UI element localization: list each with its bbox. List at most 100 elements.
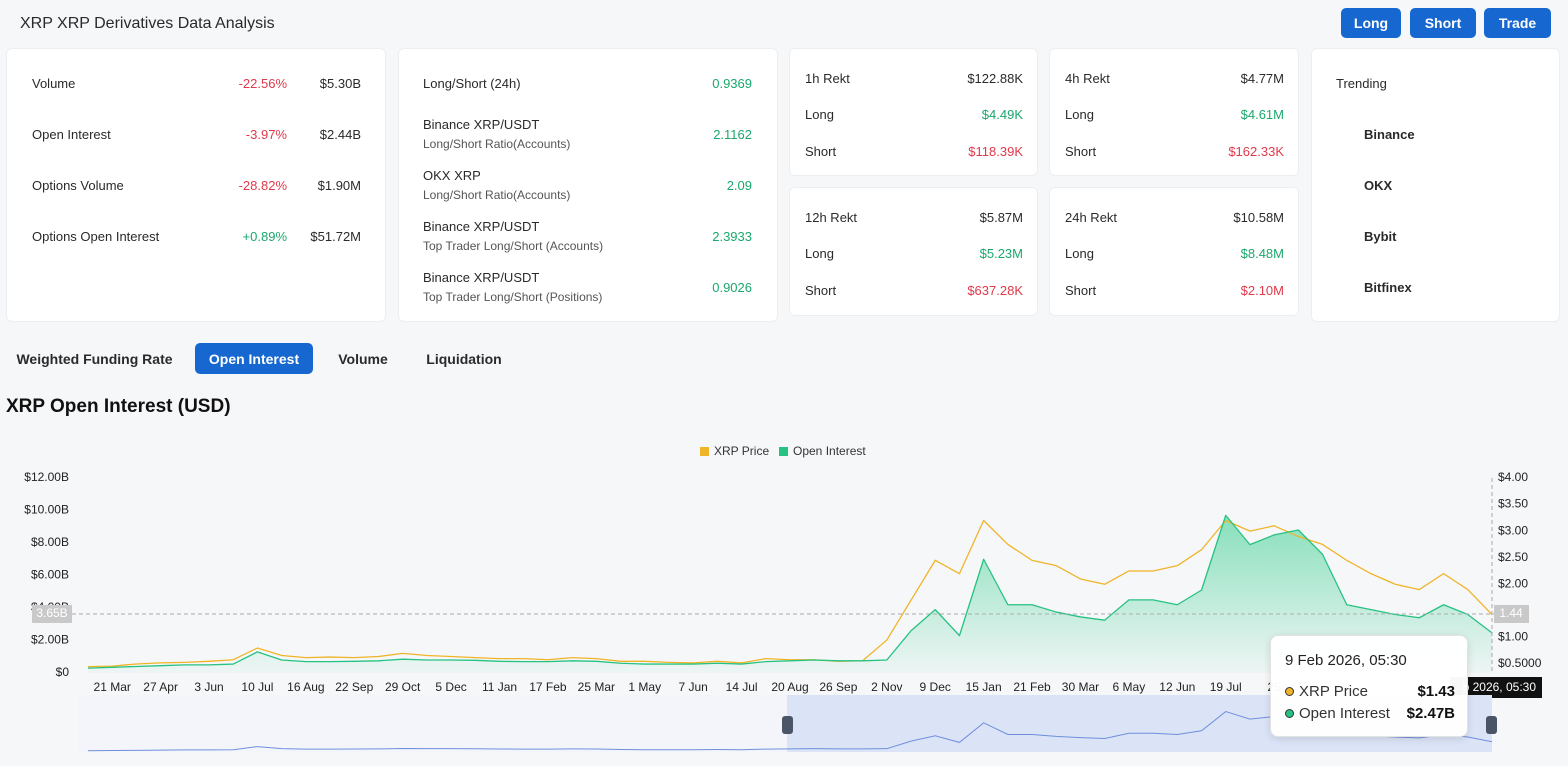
ratio-label: OKX XRP (423, 168, 481, 183)
card (1311, 48, 1560, 322)
legend-swatch (700, 447, 709, 456)
tab[interactable]: Open Interest (195, 343, 313, 374)
x-tick-label: 9 Dec (920, 680, 951, 694)
tab[interactable]: Weighted Funding Rate (16, 350, 173, 367)
header-button[interactable]: Trade (1484, 8, 1551, 38)
rekt-short: $162.33K (1228, 144, 1284, 159)
card (789, 187, 1038, 316)
rekt-long-label: Long (1065, 107, 1094, 122)
trending-title: Trending (1336, 76, 1387, 91)
y-tick-label: $12.00B (24, 470, 69, 484)
y-tick-label: $10.00B (24, 503, 69, 517)
x-tick-label: 15 Jan (966, 680, 1002, 694)
y2-tick-label: $0.5000 (1498, 656, 1542, 670)
x-tick-label: 10 Jul (241, 680, 273, 694)
card (1049, 48, 1299, 176)
stat-value: $51.72M (310, 229, 361, 244)
y-tick-label: $2.00B (31, 633, 69, 647)
x-tick-label: 22 Sep (335, 680, 373, 694)
y2-tick-label: $3.00 (1498, 523, 1528, 537)
rekt-long: $8.48M (1240, 246, 1284, 261)
x-tick-label: 25 Mar (578, 680, 615, 694)
rekt-short-label: Short (1065, 144, 1097, 159)
rekt-long-label: Long (1065, 246, 1094, 261)
x-tick-label: 17 Feb (529, 680, 567, 694)
legend-label: XRP Price (714, 444, 769, 458)
tooltip-value: $1.43 (1417, 683, 1455, 700)
page-title: XRP XRP Derivatives Data Analysis (20, 15, 275, 32)
stat-label: Options Open Interest (32, 229, 160, 244)
x-tick-label: 3 Jun (194, 680, 223, 694)
series-line (87, 519, 1493, 668)
stat-change: -3.97% (245, 127, 287, 142)
y2-tick-label: $4.00 (1498, 470, 1528, 484)
navigator-handle (782, 716, 793, 734)
rekt-total: $4.77M (1240, 71, 1284, 86)
tooltip-name: Open Interest (1299, 705, 1390, 722)
x-tick-label: 26 Sep (819, 680, 857, 694)
card (398, 48, 778, 322)
series-line (87, 514, 1493, 669)
x-tick-label: 1 May (628, 680, 661, 694)
header-button[interactable]: Long (1341, 8, 1401, 38)
rekt-total: $5.87M (979, 210, 1023, 225)
rekt-title: 1h Rekt (805, 71, 850, 86)
card (789, 48, 1038, 176)
legend-swatch (779, 447, 788, 456)
ratio-value: 2.1162 (713, 127, 752, 142)
rekt-total: $122.88K (967, 71, 1023, 86)
x-tick-label: 2 Nov (871, 680, 902, 694)
tab[interactable]: Liquidation (426, 350, 502, 367)
x-tick-label: 21 Mar (94, 680, 131, 694)
card (6, 48, 386, 322)
crosshair-x-label: b 2026, 05:30 (1463, 680, 1537, 694)
rekt-short: $637.28K (967, 283, 1023, 298)
rekt-short-label: Short (805, 144, 837, 159)
navigator-line (87, 711, 1493, 752)
x-tick-label: 14 Jul (726, 680, 758, 694)
exchange-name: Bitfinex (1364, 280, 1412, 295)
stat-value: $5.30B (319, 76, 361, 91)
crosshair-y2-box (1494, 605, 1529, 623)
y2-tick-label: $3.50 (1498, 497, 1528, 511)
rekt-long-label: Long (805, 107, 834, 122)
ratio-label: Binance XRP/USDT (423, 270, 540, 285)
stat-label: Volume (32, 76, 76, 91)
y-tick-label: $8.00B (31, 535, 69, 549)
rekt-long: $4.49K (981, 107, 1023, 122)
y-tick-label: $6.00B (31, 568, 69, 582)
tooltip-date: 9 Feb 2026, 05:30 (1285, 652, 1407, 669)
rekt-short-label: Short (1065, 283, 1097, 298)
rekt-long-label: Long (805, 246, 834, 261)
ratio-label: Binance XRP/USDT (423, 219, 540, 234)
y2-tick-label: $1.00 (1498, 630, 1528, 644)
header-button[interactable]: Short (1410, 8, 1476, 38)
ratio-value: 0.9026 (712, 280, 752, 295)
stat-change: -22.56% (238, 76, 287, 91)
ratio-value: 2.3933 (712, 229, 752, 244)
legend-label: Open Interest (793, 444, 866, 458)
crosshair-y-label: 3.65B (36, 606, 67, 620)
crosshair-y-box (32, 605, 72, 623)
x-tick-label: 27 Apr (143, 680, 178, 694)
rekt-title: 12h Rekt (805, 210, 858, 225)
rekt-short: $2.10M (1240, 283, 1284, 298)
x-tick-label: 5 Dec (435, 680, 466, 694)
navigator-handle (1486, 716, 1497, 734)
tooltip-value: $2.47B (1406, 705, 1455, 722)
rekt-title: 24h Rekt (1065, 210, 1118, 225)
y2-tick-label: $2.50 (1498, 550, 1528, 564)
rekt-short: $118.39K (968, 144, 1023, 159)
chart-title: XRP Open Interest (USD) (6, 396, 231, 417)
chart: $0$2.00B$4.00B$6.00B$8.00B$10.00B$12.00B… (24, 444, 1542, 752)
tooltip-dot (1285, 687, 1294, 696)
stat-value: $2.44B (319, 127, 361, 142)
rekt-long: $4.61M (1240, 107, 1284, 122)
tooltip-dot (1285, 709, 1294, 718)
stat-label: Options Volume (32, 178, 124, 193)
x-tick-label: 30 Mar (1062, 680, 1099, 694)
y2-tick-label: $2.00 (1498, 576, 1528, 590)
x-tick-label: 7 Jun (678, 680, 707, 694)
crosshair-y2-label: 1.44 (1499, 606, 1523, 620)
tab[interactable]: Volume (338, 350, 388, 367)
